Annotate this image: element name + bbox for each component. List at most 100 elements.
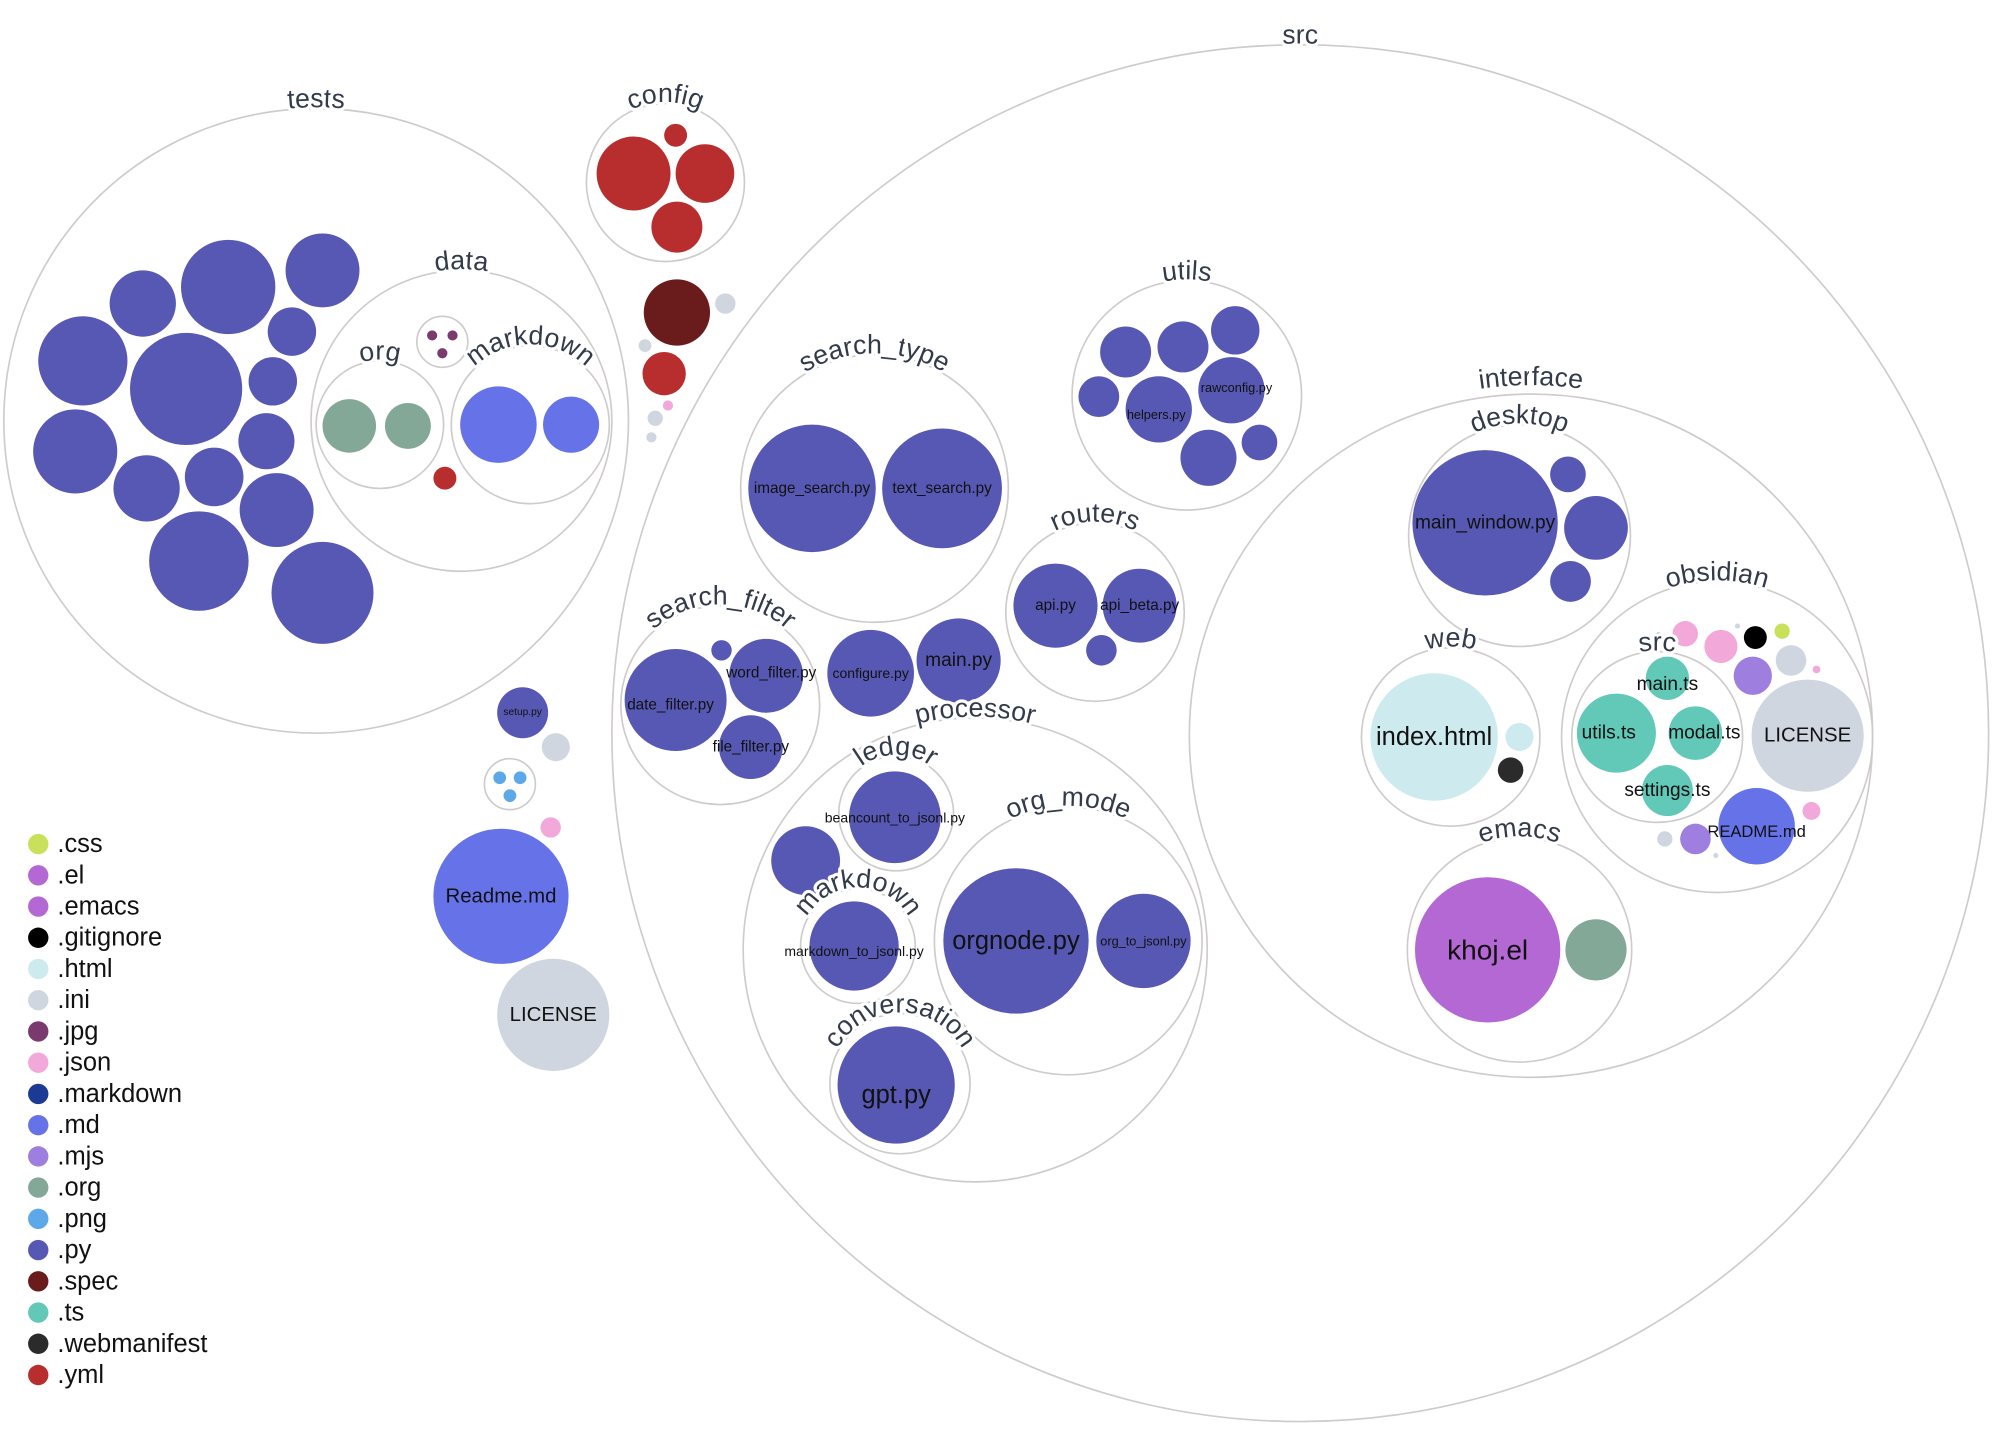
- file-bubble[interactable]: [882, 428, 1002, 549]
- folder-circle[interactable]: [1004, 521, 1186, 703]
- file-bubble[interactable]: [1645, 656, 1690, 701]
- file-bubble[interactable]: [503, 789, 517, 802]
- file-bubble[interactable]: [837, 1026, 955, 1144]
- file-bubble[interactable]: [1412, 450, 1558, 596]
- file-bubble[interactable]: [647, 410, 663, 426]
- file-bubble[interactable]: [1414, 877, 1561, 1023]
- file-bubble[interactable]: [1802, 801, 1821, 820]
- file-bubble[interactable]: [1654, 632, 1663, 641]
- folder-circle[interactable]: [739, 353, 1010, 624]
- file-bubble[interactable]: [643, 279, 711, 346]
- file-bubble[interactable]: [651, 201, 703, 253]
- file-bubble[interactable]: [38, 316, 128, 406]
- folder-circle[interactable]: [799, 887, 917, 1005]
- file-bubble[interactable]: [238, 413, 295, 470]
- file-bubble[interactable]: [322, 399, 377, 453]
- file-bubble[interactable]: [1370, 673, 1498, 801]
- file-bubble[interactable]: [916, 618, 1001, 703]
- folder-circle[interactable]: [315, 360, 445, 490]
- file-bubble[interactable]: [771, 826, 841, 896]
- file-bubble[interactable]: [748, 424, 876, 553]
- file-bubble[interactable]: [1078, 376, 1120, 418]
- file-bubble[interactable]: [664, 123, 688, 147]
- file-bubble[interactable]: [1775, 645, 1807, 676]
- file-bubble[interactable]: [433, 466, 457, 490]
- file-bubble[interactable]: [433, 828, 569, 964]
- file-bubble[interactable]: [437, 348, 448, 359]
- folder-circle[interactable]: [837, 755, 955, 872]
- file-bubble[interactable]: [541, 733, 570, 762]
- folder-circle[interactable]: [1570, 650, 1744, 824]
- file-bubble[interactable]: [1013, 563, 1098, 648]
- file-bubble[interactable]: [130, 332, 243, 446]
- file-bubble[interactable]: [1102, 568, 1177, 643]
- file-bubble[interactable]: [1680, 823, 1711, 855]
- file-bubble[interactable]: [239, 473, 314, 548]
- folder-circle[interactable]: [1406, 836, 1633, 1063]
- file-bubble[interactable]: [848, 771, 941, 864]
- file-bubble[interactable]: [497, 958, 610, 1071]
- file-bubble[interactable]: [675, 144, 735, 203]
- folder-circle[interactable]: [933, 806, 1203, 1076]
- file-bubble[interactable]: [809, 901, 899, 991]
- folder-circle[interactable]: [2, 107, 630, 734]
- file-bubble[interactable]: [1641, 765, 1693, 817]
- file-bubble[interactable]: [109, 270, 176, 337]
- file-bubble[interactable]: [271, 541, 374, 644]
- file-bubble[interactable]: [715, 293, 736, 314]
- file-bubble[interactable]: [513, 771, 527, 785]
- file-bubble[interactable]: [1774, 623, 1790, 639]
- file-bubble[interactable]: [1550, 456, 1586, 493]
- file-bubble[interactable]: [497, 687, 549, 739]
- folder-circle[interactable]: [310, 269, 613, 573]
- file-bubble[interactable]: [540, 817, 561, 838]
- file-bubble[interactable]: [1180, 429, 1237, 486]
- folder-circle[interactable]: [611, 43, 1990, 1423]
- folder-circle[interactable]: [1560, 580, 1874, 894]
- file-bubble[interactable]: [1564, 496, 1628, 560]
- file-bubble[interactable]: [729, 638, 804, 713]
- folder-circle[interactable]: [585, 102, 746, 263]
- file-bubble[interactable]: [711, 640, 732, 661]
- folder-circle[interactable]: [416, 315, 469, 369]
- file-bubble[interactable]: [1211, 306, 1260, 355]
- file-bubble[interactable]: [285, 233, 360, 308]
- file-bubble[interactable]: [1565, 919, 1627, 981]
- file-bubble[interactable]: [181, 239, 276, 335]
- file-bubble[interactable]: [624, 649, 727, 751]
- file-bubble[interactable]: [646, 432, 657, 443]
- folder-circle[interactable]: [1071, 279, 1303, 511]
- file-bubble[interactable]: [493, 771, 507, 785]
- file-bubble[interactable]: [1505, 722, 1534, 751]
- file-bubble[interactable]: [1086, 634, 1117, 666]
- folder-circle[interactable]: [742, 717, 1209, 1183]
- file-bubble[interactable]: [33, 409, 118, 494]
- file-bubble[interactable]: [1672, 620, 1698, 647]
- file-bubble[interactable]: [447, 330, 458, 341]
- folder-circle[interactable]: [483, 757, 537, 811]
- folder-circle[interactable]: [619, 604, 821, 806]
- file-bubble[interactable]: [267, 307, 317, 356]
- file-bubble[interactable]: [184, 447, 244, 507]
- file-bubble[interactable]: [1704, 629, 1738, 664]
- file-bubble[interactable]: [1125, 376, 1192, 443]
- folder-circle[interactable]: [829, 1012, 971, 1155]
- file-bubble[interactable]: [1733, 656, 1772, 695]
- file-bubble[interactable]: [1734, 623, 1741, 629]
- file-bubble[interactable]: [1157, 321, 1209, 373]
- file-bubble[interactable]: [1743, 626, 1767, 650]
- folder-circle[interactable]: [450, 344, 611, 505]
- file-bubble[interactable]: [1550, 561, 1591, 602]
- file-bubble[interactable]: [460, 386, 537, 463]
- file-bubble[interactable]: [1241, 424, 1278, 461]
- file-bubble[interactable]: [248, 357, 298, 406]
- file-bubble[interactable]: [827, 629, 915, 717]
- file-bubble[interactable]: [1668, 706, 1723, 760]
- file-bubble[interactable]: [1100, 326, 1152, 378]
- file-bubble[interactable]: [1198, 357, 1265, 424]
- file-bubble[interactable]: [1751, 679, 1864, 792]
- file-bubble[interactable]: [718, 715, 783, 780]
- file-bubble[interactable]: [943, 868, 1089, 1014]
- folder-circle[interactable]: [1407, 423, 1632, 648]
- file-bubble[interactable]: [543, 396, 600, 453]
